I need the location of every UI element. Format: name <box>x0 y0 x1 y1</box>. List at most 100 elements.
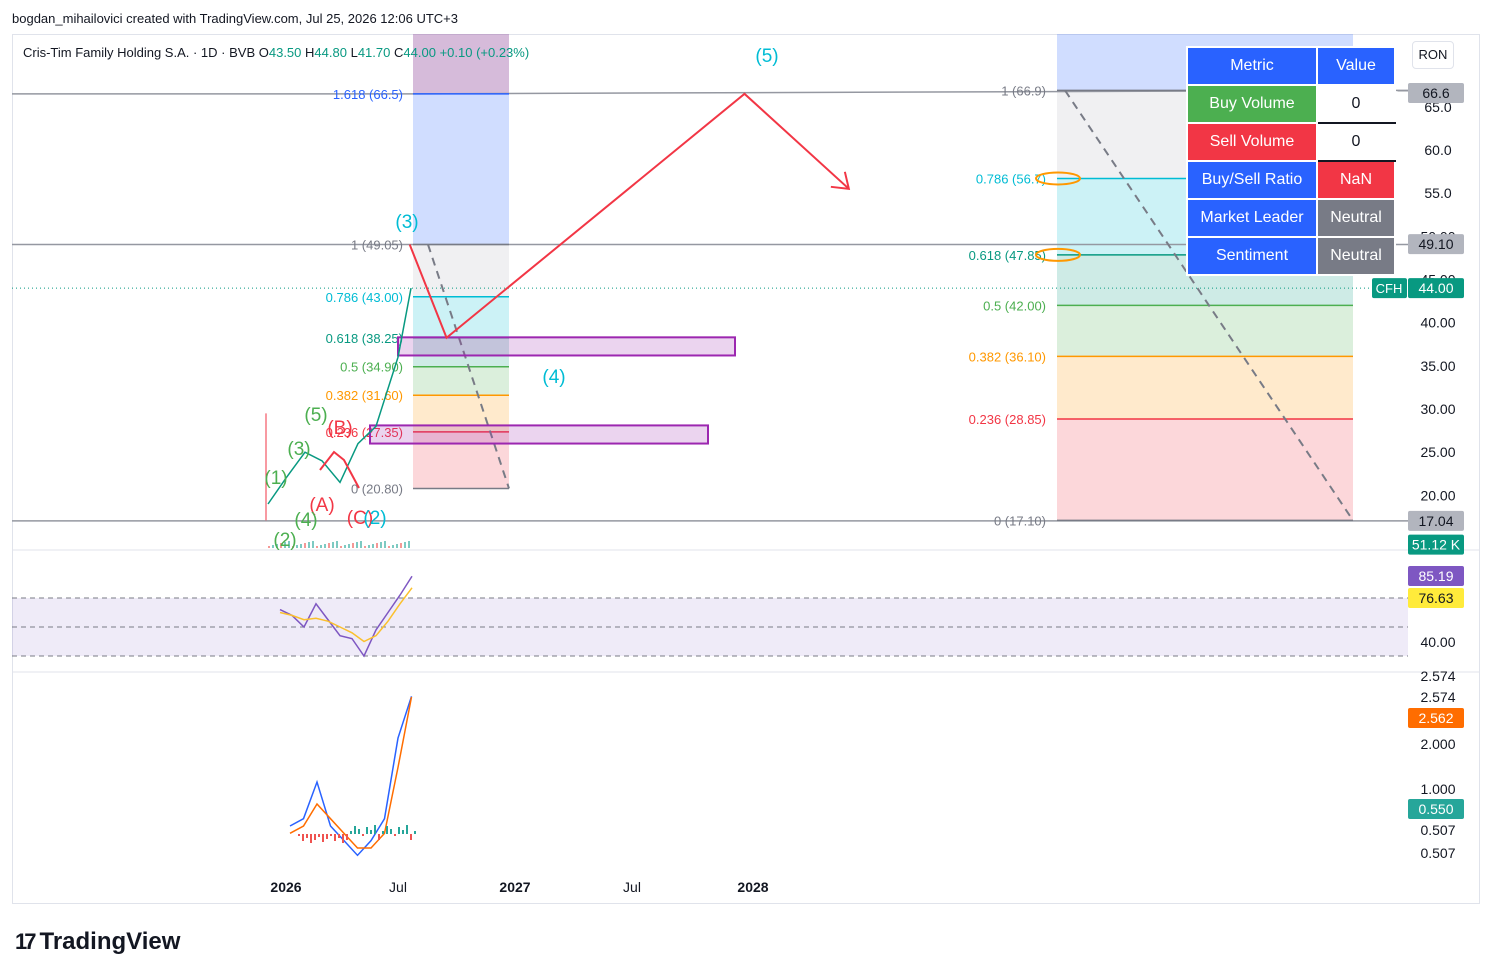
volume-bar <box>344 545 346 548</box>
fib-right-level-label: 0.618 (47.85) <box>969 248 1046 263</box>
volume-bar <box>408 541 410 548</box>
time-axis-tick: 2028 <box>737 879 768 895</box>
macd-histogram-bar <box>322 834 324 842</box>
macd-histogram-bar <box>362 834 364 836</box>
macd-badge-label: 2.562 <box>1418 710 1453 726</box>
price-series-line <box>267 287 412 505</box>
rsi-ma-line <box>279 587 413 643</box>
macd-histogram-bar <box>350 831 352 834</box>
open-value: 43.50 <box>268 45 302 60</box>
macd-axis-tick: 2.000 <box>1420 736 1455 752</box>
volume-bar <box>336 541 338 548</box>
symbol-tag <box>1372 278 1407 299</box>
fib-left-level-label: 0.5 (34.90) <box>340 360 403 375</box>
open-label: O <box>258 45 269 60</box>
table-header-row: Metric Value <box>1186 46 1396 86</box>
macd-histogram-bar <box>382 831 384 834</box>
macd-histogram-bar <box>338 834 340 838</box>
fib-right-level-label: 0.5 (42.00) <box>983 298 1046 313</box>
projection-path <box>408 92 850 340</box>
chart-frame[interactable] <box>12 34 1480 904</box>
macd-histogram-bar <box>406 825 408 834</box>
macd-histogram-bar <box>390 829 392 834</box>
highlight-ellipse <box>1035 247 1081 262</box>
low-value: 41.70 <box>357 45 391 60</box>
macd-histogram-bar <box>326 834 328 839</box>
time-axis-tick: Jul <box>389 879 407 895</box>
volume-bar <box>316 546 318 548</box>
wave-label: (3) <box>395 212 418 233</box>
volume-bar <box>328 543 330 548</box>
macd-axis-tick: 2.574 <box>1420 689 1455 705</box>
wave-label: (5) <box>755 46 778 67</box>
macd-histogram-bar <box>314 834 316 840</box>
volume-bar <box>352 543 354 548</box>
fib-left-level-label: 0.236 (27.35) <box>326 425 403 440</box>
rsi-badge <box>1408 588 1464 608</box>
volume-bar <box>276 544 278 548</box>
fib-right-level-label: 0.382 (36.10) <box>969 349 1046 364</box>
macd-histogram-bar <box>334 834 336 841</box>
close-value: 44.00 <box>403 45 436 60</box>
fib-left-level-label: 0 (20.80) <box>351 481 403 496</box>
volume-bar <box>356 542 358 548</box>
wave-label: (A) <box>309 495 334 516</box>
macd-badge <box>1408 708 1464 728</box>
volume-bar <box>400 543 402 548</box>
volume-bar <box>332 542 334 548</box>
macd-histogram-bar <box>366 827 368 834</box>
volume-bar <box>348 544 350 548</box>
time-axis-tick: Jul <box>623 879 641 895</box>
volume-bar <box>292 546 294 548</box>
wave-label: (B) <box>327 418 352 439</box>
fib-right-level-label: 0.236 (28.85) <box>969 412 1046 427</box>
wave-label: (2) <box>273 530 296 551</box>
wave-label: (5) <box>304 405 327 426</box>
wave-label: (4) <box>294 510 317 531</box>
price-badge <box>1408 82 1464 103</box>
fib-left-zone <box>413 296 509 338</box>
macd-histogram-bar <box>330 834 332 836</box>
volume-bar <box>384 541 386 548</box>
table-row: Market Leader Neutral <box>1186 198 1396 238</box>
table-cell-metric: Sell Volume <box>1186 122 1318 162</box>
macd-histogram-bar <box>310 834 312 843</box>
symbol-tag-label: CFH <box>1376 281 1403 296</box>
attribution: bogdan_mihailovici created with TradingV… <box>12 11 458 26</box>
fib-right-zone <box>1057 418 1353 521</box>
rsi-badge-label: 85.19 <box>1418 568 1453 584</box>
price-axis-tick: 55.0 <box>1424 185 1451 201</box>
price-axis-tick: 35.00 <box>1420 358 1455 374</box>
price-axis-tick: 25.00 <box>1420 444 1455 460</box>
currency-button[interactable]: RON <box>1412 41 1454 69</box>
highlight-ellipse <box>1035 171 1081 186</box>
macd-histogram-bar <box>386 826 388 834</box>
macd-histogram-bar <box>298 834 300 836</box>
volume-bar <box>368 545 370 548</box>
volume-bar <box>296 545 298 548</box>
table-cell-metric: Sentiment <box>1186 236 1318 276</box>
symbol-legend: Cris-Tim Family Holding S.A. · 1D · BVB … <box>23 45 529 60</box>
price-axis-tick: 60.0 <box>1424 142 1451 158</box>
volume-bar <box>288 541 290 548</box>
wave-label: (3) <box>287 439 310 460</box>
rsi-badge-label: 76.63 <box>1418 590 1453 606</box>
fib-right-level-label: 0 (17.10) <box>994 513 1046 528</box>
volume-bar <box>312 541 314 548</box>
macd-histogram-bar <box>302 834 304 841</box>
macd-histogram-bar <box>354 826 356 834</box>
volume-bar <box>364 546 366 548</box>
tradingview-watermark[interactable]: 17 TradingView <box>15 928 180 956</box>
price-badge <box>1408 234 1464 255</box>
fib-left-level-label: 1.618 (66.5) <box>333 87 403 102</box>
macd-histogram-bar <box>374 825 376 834</box>
tradingview-logo-icon: 17 <box>15 929 37 954</box>
table-row: Sentiment Neutral <box>1186 236 1396 276</box>
macd-axis-tick: 2.574 <box>1420 668 1455 684</box>
macd-badge <box>1408 799 1464 819</box>
macd-histogram-bar <box>414 831 416 834</box>
price-axis-tick: 40.00 <box>1420 315 1455 331</box>
volume-bar <box>284 542 286 548</box>
demand-zone-box <box>369 424 709 445</box>
volume-bar <box>388 546 390 548</box>
